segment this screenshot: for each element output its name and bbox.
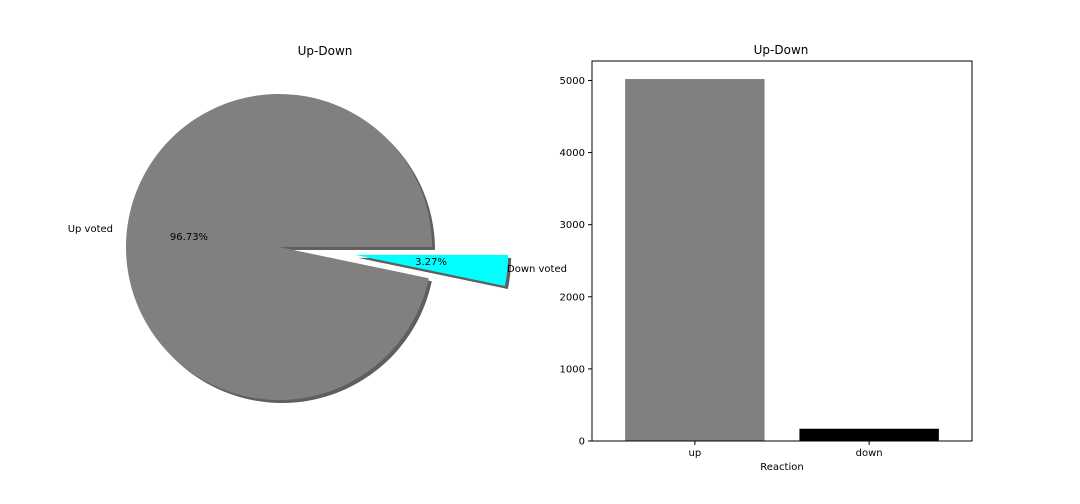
pie-title: Up-Down: [298, 44, 353, 58]
x-tick-label-up: up: [689, 448, 702, 459]
pie-chart: Up-Down Up voted 96.73% Down voted 3.27%: [68, 44, 567, 403]
plot-frame: [591, 60, 973, 442]
pie-slices: [126, 93, 509, 400]
x-axis: up down: [689, 441, 883, 459]
y-tick-label: 1000: [560, 364, 585, 375]
pie-slice-up-voted: [126, 93, 432, 400]
pie-label-up-voted: Up voted: [68, 224, 113, 235]
x-axis-label: Reaction: [760, 462, 803, 473]
bar-down: [799, 428, 939, 441]
y-tick-label: 3000: [560, 220, 585, 231]
bar-marks: [625, 79, 939, 442]
bar-up: [625, 79, 765, 442]
y-tick-label: 0: [579, 437, 585, 448]
pie-label-down-voted: Down voted: [507, 264, 567, 275]
pie-percent-down-voted: 3.27%: [415, 257, 447, 268]
x-tick-label-down: down: [856, 448, 883, 459]
y-axis: 0 1000 2000 3000 4000 5000: [560, 76, 592, 448]
pie-slice-down-voted: [355, 254, 509, 287]
y-tick-label: 4000: [560, 148, 585, 159]
bar-title: Up-Down: [754, 43, 809, 57]
y-tick-label: 5000: [560, 76, 585, 87]
bar-chart: Up-Down 0 1000 2000 3000 4000 5000 up down Rea…: [560, 43, 973, 473]
y-tick-label: 2000: [560, 292, 585, 303]
pie-percent-up-voted: 96.73%: [170, 232, 208, 243]
